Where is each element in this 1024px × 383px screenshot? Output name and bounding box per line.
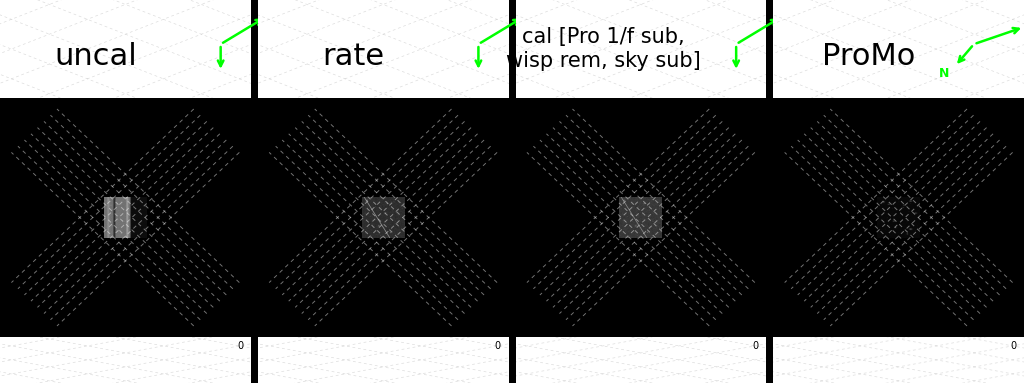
Text: 0: 0 [1011,340,1017,350]
Text: Right Ascension / H:M:S: Right Ascension / H:M:S [779,176,784,259]
Text: 0: 0 [238,340,244,350]
Text: 07:23:16.8: 07:23:16.8 [529,0,538,17]
Text: 07:23:16.8: 07:23:16.8 [769,277,778,318]
Text: N: N [938,67,949,80]
Text: 0: 0 [495,340,501,350]
Text: 07:23:16.8: 07:23:16.8 [786,0,796,17]
Text: cal [Pro 1/f sub,
wisp rem, sky sub]: cal [Pro 1/f sub, wisp rem, sky sub] [506,27,700,72]
Text: 07:23:16.8: 07:23:16.8 [511,277,520,318]
Text: 0: 0 [753,340,759,350]
Text: ProMo: ProMo [822,43,915,72]
Text: uncal: uncal [54,43,136,72]
Text: 07:23:16.8: 07:23:16.8 [271,0,281,17]
Text: rate: rate [322,43,384,72]
